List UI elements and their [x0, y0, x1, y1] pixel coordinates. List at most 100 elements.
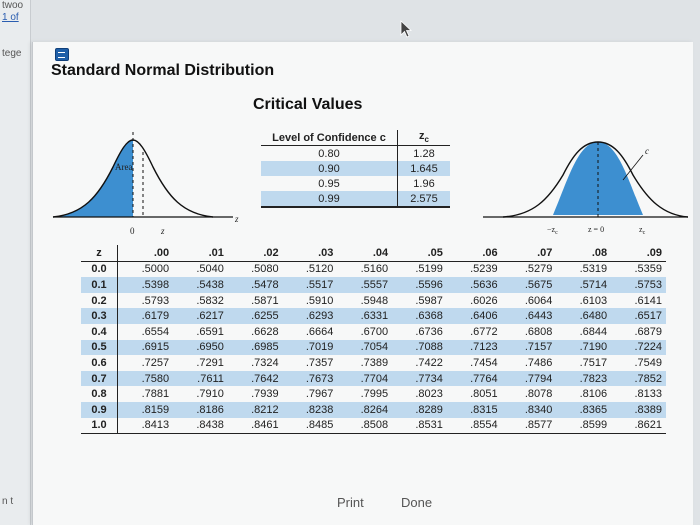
table-row: 0.3.6179.6217.6255.6293.6331.6368.6406.6… — [81, 308, 666, 324]
probability-cell: .5636 — [446, 277, 502, 293]
probability-cell: .7823 — [556, 370, 612, 387]
probability-cell: .7939 — [251, 388, 279, 401]
probability-cell: .7157 — [501, 339, 557, 356]
probability-cell: .8023 — [415, 388, 443, 401]
probability-cell: .6915 — [117, 339, 174, 356]
probability-cell: .6064 — [524, 294, 553, 307]
table-row: 0.4 .6554 .6591 .6628 .6664 .6700 .6736 .6772 .6… — [81, 323, 666, 340]
z-value-cell: 1.0 — [81, 417, 118, 435]
dialog-title: Standard Normal Distribution — [51, 62, 275, 79]
probability-cell: .5000 — [141, 263, 170, 276]
confidence-cell: 0.99 — [261, 191, 398, 208]
probability-cell: .7422 — [415, 356, 443, 369]
table-row: 0.7.7580.7611.7642.7673.7704.7734.7764.7… — [81, 370, 666, 387]
z-value-cell: 0.3 — [81, 308, 118, 324]
probability-cell: .7967 — [305, 388, 334, 401]
confidence-cell: 0.80 — [261, 145, 398, 161]
probability-cell: .7019 — [282, 339, 338, 356]
table-row: 0.2 .5793 .5832 .5871 .5910 .5948 .5987 .6026 .6… — [81, 292, 666, 309]
probability-cell: .7257 — [141, 356, 170, 369]
probability-cell: .5832 — [196, 294, 224, 307]
probability-cell: .8159 — [117, 401, 174, 418]
col-header: .07 — [501, 245, 557, 262]
left-normal-curve: Area 0 z z — [52, 132, 239, 236]
probability-cell: .6480 — [556, 308, 612, 324]
probability-cell: .6026 — [470, 294, 498, 307]
probability-cell: .5120 — [305, 263, 334, 276]
table-row: 1.0.8413.8438.8461.8485.8508.8531.8554.8… — [81, 417, 666, 435]
probability-cell: .5596 — [392, 277, 447, 293]
probability-cell: .7995 — [360, 388, 389, 401]
z-value-cell: 0.2 — [81, 292, 118, 309]
probability-cell: .7852 — [611, 370, 666, 387]
probability-cell: .7764 — [446, 370, 502, 387]
probability-cell: .8438 — [173, 417, 228, 435]
c-label: c — [645, 146, 649, 156]
probability-cell: .8531 — [392, 417, 447, 435]
probability-cell: .8078 — [524, 388, 553, 401]
probability-cell: .5478 — [227, 277, 283, 293]
col-header: .03 — [282, 245, 338, 262]
probability-cell: .5438 — [173, 277, 228, 293]
probability-cell: .6950 — [173, 339, 228, 356]
probability-cell: .7704 — [337, 370, 393, 387]
probability-cell: .5040 — [196, 263, 224, 276]
probability-cell: .5398 — [117, 277, 174, 293]
background-text: tege — [2, 48, 22, 59]
z-value-cell: 0.6 — [81, 355, 118, 371]
probability-cell: .5160 — [360, 263, 389, 276]
critical-values-title: Critical Values — [253, 96, 363, 113]
axis-label-z: z — [160, 226, 165, 236]
print-button[interactable]: Print — [331, 494, 370, 511]
probability-cell: .7389 — [360, 356, 389, 369]
probability-cell: .7224 — [611, 339, 666, 356]
probability-cell: .5987 — [415, 294, 443, 307]
table-row: 0.99 2.575 — [261, 191, 450, 208]
probability-cell: .6255 — [227, 308, 283, 324]
probability-cell: .7734 — [392, 370, 447, 387]
col-header: .09 — [611, 245, 666, 262]
probability-cell: .6179 — [117, 308, 174, 324]
probability-cell: .8186 — [173, 401, 228, 418]
probability-cell: .7642 — [227, 370, 283, 387]
probability-cell: .6700 — [360, 325, 389, 338]
probability-cell: .5948 — [360, 294, 389, 307]
col-header: .08 — [556, 245, 612, 262]
table-row: 0.8 .7881 .7910 .7939 .7967 .7995 .8023 .8051 .8… — [81, 386, 666, 402]
probability-cell: .7580 — [117, 370, 174, 387]
probability-cell: .8340 — [501, 401, 557, 418]
shaded-area — [53, 140, 133, 217]
background-link[interactable]: 1 of — [2, 12, 19, 23]
col-header: .05 — [392, 245, 447, 262]
probability-cell: .6141 — [634, 294, 662, 307]
calculator-icon — [55, 48, 69, 61]
probability-cell: .8051 — [470, 388, 498, 401]
probability-cell: .7123 — [446, 339, 502, 356]
table-row: 0.95 1.96 — [261, 176, 450, 191]
z-value-cell: 0.0 — [81, 261, 118, 278]
col-header: .00 — [117, 245, 174, 262]
z-value-cell: 0.4 — [81, 323, 118, 340]
probability-cell: .8238 — [282, 401, 338, 418]
probability-cell: .8133 — [634, 388, 662, 401]
zero-label: z = 0 — [588, 225, 604, 234]
probability-cell: .6293 — [282, 308, 338, 324]
probability-cell: .7324 — [251, 356, 279, 369]
probability-cell: .7486 — [524, 356, 553, 369]
zc-cell: 1.28 — [413, 147, 435, 160]
zc-cell: 2.575 — [397, 191, 450, 208]
probability-cell: .6628 — [251, 325, 279, 338]
done-button[interactable]: Done — [395, 494, 438, 511]
probability-cell: .5517 — [282, 277, 338, 293]
probability-cell: .8212 — [227, 401, 283, 418]
probability-cell: .8461 — [227, 417, 283, 435]
probability-cell: .6591 — [196, 325, 224, 338]
probability-cell: .8365 — [556, 401, 612, 418]
axis-label-zero: 0 — [130, 226, 135, 236]
probability-cell: .6664 — [305, 325, 334, 338]
zc-cell: 1.96 — [413, 177, 435, 190]
probability-cell: .6844 — [579, 325, 608, 338]
c-pointer-line — [622, 154, 644, 181]
probability-cell: .8264 — [337, 401, 393, 418]
probability-cell: .7088 — [392, 339, 447, 356]
